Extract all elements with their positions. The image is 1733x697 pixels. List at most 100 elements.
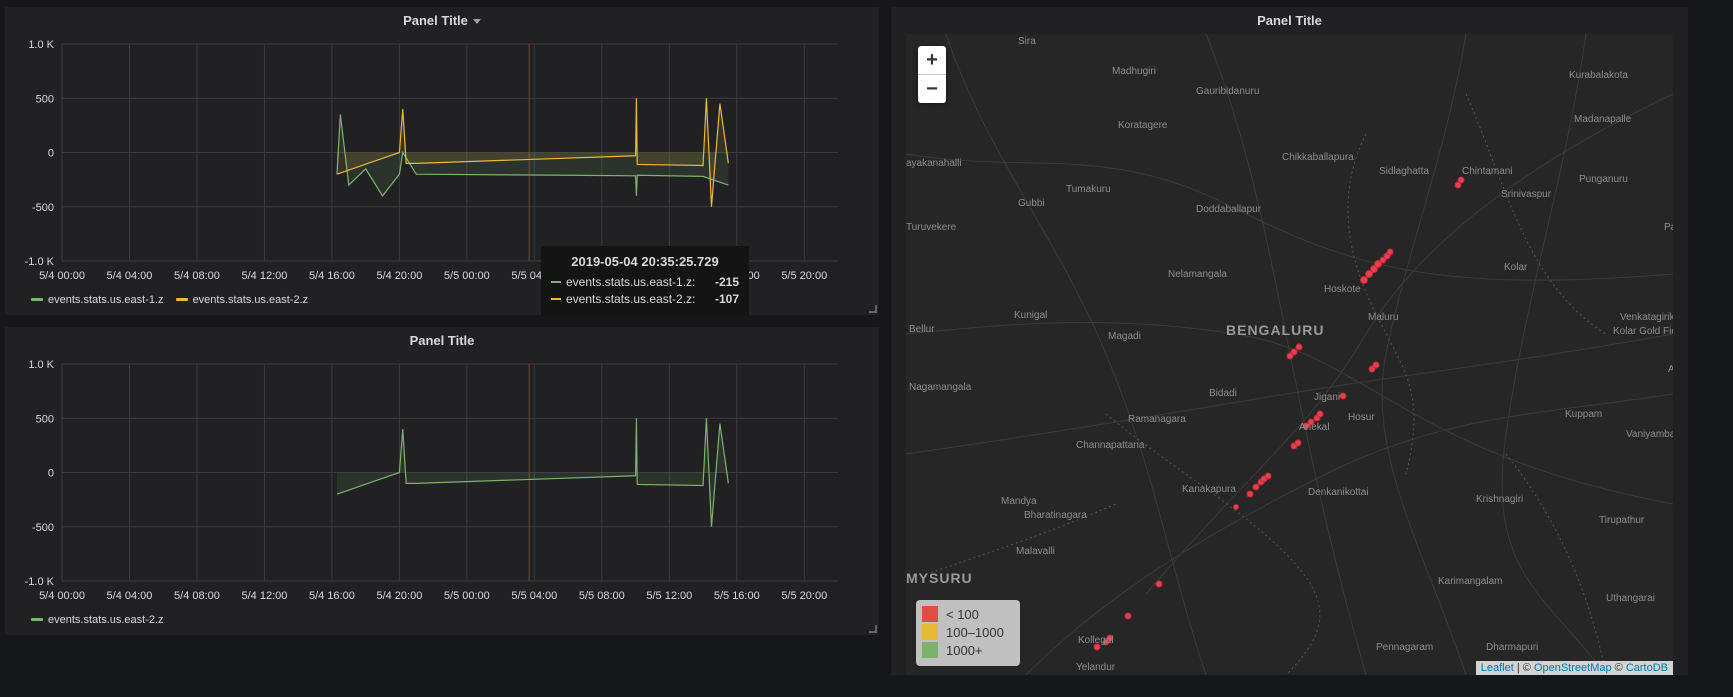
resize-handle-icon[interactable] <box>869 625 877 633</box>
map-city-label: Bidadi <box>1209 388 1237 399</box>
map-city-label: Bellur <box>909 324 935 335</box>
map-city-label: Mandya <box>1001 496 1037 507</box>
worldmap[interactable]: Sira Madhugiri Gauribidanuru Kurabalakota Ma… <box>906 34 1673 675</box>
map-city-label: Hosur <box>1348 412 1375 423</box>
map-city-label: Nelamangala <box>1168 269 1227 280</box>
map-city-label: Srinivaspur <box>1501 189 1552 200</box>
map-city-label: Kurabalakota <box>1569 70 1628 81</box>
x-tick-label: 5/5 04:00 <box>511 590 557 602</box>
zoom-in-button[interactable]: + <box>918 46 946 75</box>
map-city-label: MYSURU <box>906 570 973 586</box>
map-city-label: Kollegal <box>1078 635 1114 646</box>
map-city-label: Chintamani <box>1462 166 1513 177</box>
map-zoom-control: + − <box>918 46 946 103</box>
series-area <box>336 98 729 207</box>
map-city-label: Jigani <box>1314 392 1341 403</box>
graph-tooltip: 2019-05-04 20:35:25.729 events.stats.us.… <box>541 246 749 316</box>
map-legend-item: 100–1000 <box>922 623 1014 641</box>
map-city-label: Kanakapura <box>1182 484 1236 495</box>
graph-panel-bottom: Panel Title 1.0 K 500 0 -500 -1.0 K 5/4 00:00… <box>5 327 879 635</box>
x-tick-label: 5/4 08:00 <box>174 270 220 282</box>
series-line <box>336 98 729 207</box>
y-tick-label: -1.0 K <box>25 576 55 588</box>
map-city-label: Kunigal <box>1014 310 1048 321</box>
x-tick-label: 5/4 00:00 <box>39 270 85 282</box>
graph-panel-top: Panel Title 1.0 K 500 0 -500 -1.0 K 5/4 00:00… <box>5 7 879 315</box>
map-city-label: Karimangalam <box>1438 576 1503 587</box>
x-tick-label: 5/4 20:00 <box>376 270 422 282</box>
map-city-label: Gauribidanuru <box>1196 86 1260 97</box>
tooltip-row: events.stats.us.east-2.z: -107 <box>551 290 739 307</box>
x-tick-label: 5/5 16:00 <box>714 590 760 602</box>
resize-handle-icon[interactable] <box>869 305 877 313</box>
map-city-label: Channapattana <box>1076 440 1145 451</box>
map-city-label: Denkanikottai <box>1308 487 1369 498</box>
cartodb-link[interactable]: CartoDB <box>1625 662 1668 674</box>
osm-link[interactable]: OpenStreetMap <box>1533 662 1612 674</box>
map-city-label: Malavalli <box>1016 546 1055 557</box>
y-tick-label: 0 <box>48 148 54 160</box>
map-city-label: Ar <box>1668 364 1673 375</box>
map-city-label: Bharatinagara <box>1024 510 1087 521</box>
map-city-label: Venkatagirikota <box>1620 312 1673 323</box>
graph-top-chart[interactable]: 1.0 K 500 0 -500 -1.0 K 5/4 00:00 5/4 04:00 5/4… <box>5 7 879 315</box>
legend-top: events.stats.us.east-1.z events.stats.us.… <box>31 292 320 306</box>
map-city-label: Ramanagara <box>1128 414 1186 425</box>
y-tick-label: 500 <box>36 93 54 105</box>
x-tick-label: 5/4 04:00 <box>107 590 153 602</box>
map-city-label: Punganuru <box>1579 174 1628 185</box>
map-city-label: Pa <box>1664 222 1673 233</box>
x-tick-label: 5/4 08:00 <box>174 590 220 602</box>
legend-bottom: events.stats.us.east-2.z <box>31 612 176 626</box>
legend-item[interactable]: events.stats.us.east-2.z <box>31 614 164 626</box>
panel-title-bottom[interactable]: Panel Title <box>409 333 475 348</box>
map-city-label: Tirupathur <box>1599 515 1645 526</box>
x-tick-label: 5/5 00:00 <box>444 270 490 282</box>
y-tick-label: 500 <box>36 413 54 425</box>
y-tick-label: -500 <box>32 522 54 534</box>
map-city-label: Uthangarai <box>1606 593 1655 604</box>
y-tick-label: -1.0 K <box>25 256 55 268</box>
map-city-label: Hoskote <box>1324 284 1361 295</box>
map-city-label: Anekal <box>1299 422 1330 433</box>
x-tick-label: 5/4 16:00 <box>309 270 355 282</box>
map-city-label: Tumakuru <box>1066 184 1111 195</box>
map-city-label: Magadi <box>1108 331 1141 342</box>
y-tick-label: 0 <box>48 468 54 480</box>
zoom-out-button[interactable]: − <box>926 78 938 100</box>
map-legend-item: 1000+ <box>922 641 1014 659</box>
x-tick-label: 5/5 00:00 <box>444 590 490 602</box>
map-city-label: Krishnagiri <box>1476 494 1524 505</box>
map-city-label: Kuppam <box>1565 409 1603 420</box>
chevron-down-icon[interactable] <box>472 19 481 25</box>
legend-item[interactable]: events.stats.us.east-2.z <box>175 294 308 306</box>
map-legend-item: < 100 <box>922 605 1014 623</box>
x-tick-label: 5/4 12:00 <box>241 590 287 602</box>
map-city-label: Doddaballapur <box>1196 204 1262 215</box>
x-tick-label: 5/4 16:00 <box>309 590 355 602</box>
x-tick-label: 5/4 20:00 <box>376 590 422 602</box>
panel-title-map[interactable]: Panel Title <box>1257 13 1322 28</box>
y-tick-label: 1.0 K <box>28 359 54 371</box>
map-city-label: Kolar Gold Fields <box>1613 326 1673 337</box>
y-tick-label: 1.0 K <box>28 39 54 51</box>
x-tick-label: 5/4 00:00 <box>39 590 85 602</box>
panel-title-top[interactable]: Panel Title <box>5 13 879 28</box>
map-attribution: Leaflet | © OpenStreetMap © CartoDB <box>1475 661 1673 675</box>
legend-item[interactable]: events.stats.us.east-1.z <box>31 294 164 306</box>
map-city-label: Turuvekere <box>906 222 957 233</box>
x-tick-label: 5/4 04:00 <box>107 270 153 282</box>
map-city-label: Madhugiri <box>1112 66 1156 77</box>
map-roads <box>906 34 1673 675</box>
map-city-label: Koratagere <box>1118 120 1168 131</box>
map-city-label: Vaniyambadi <box>1626 429 1673 440</box>
map-city-label: Kolar <box>1504 262 1528 273</box>
x-tick-label: 5/4 12:00 <box>241 270 287 282</box>
graph-bottom-chart[interactable]: 1.0 K 500 0 -500 -1.0 K 5/4 00:00 5/4 04:00 5/4… <box>5 327 879 635</box>
leaflet-link[interactable]: Leaflet <box>1480 662 1514 674</box>
x-tick-label: 5/5 08:00 <box>579 590 625 602</box>
map-city-label: Madanapalle <box>1574 114 1632 125</box>
series-area <box>336 418 729 527</box>
map-city-label: ayakanahalli <box>906 158 962 169</box>
tooltip-row: events.stats.us.east-1.z: -215 <box>551 273 739 290</box>
